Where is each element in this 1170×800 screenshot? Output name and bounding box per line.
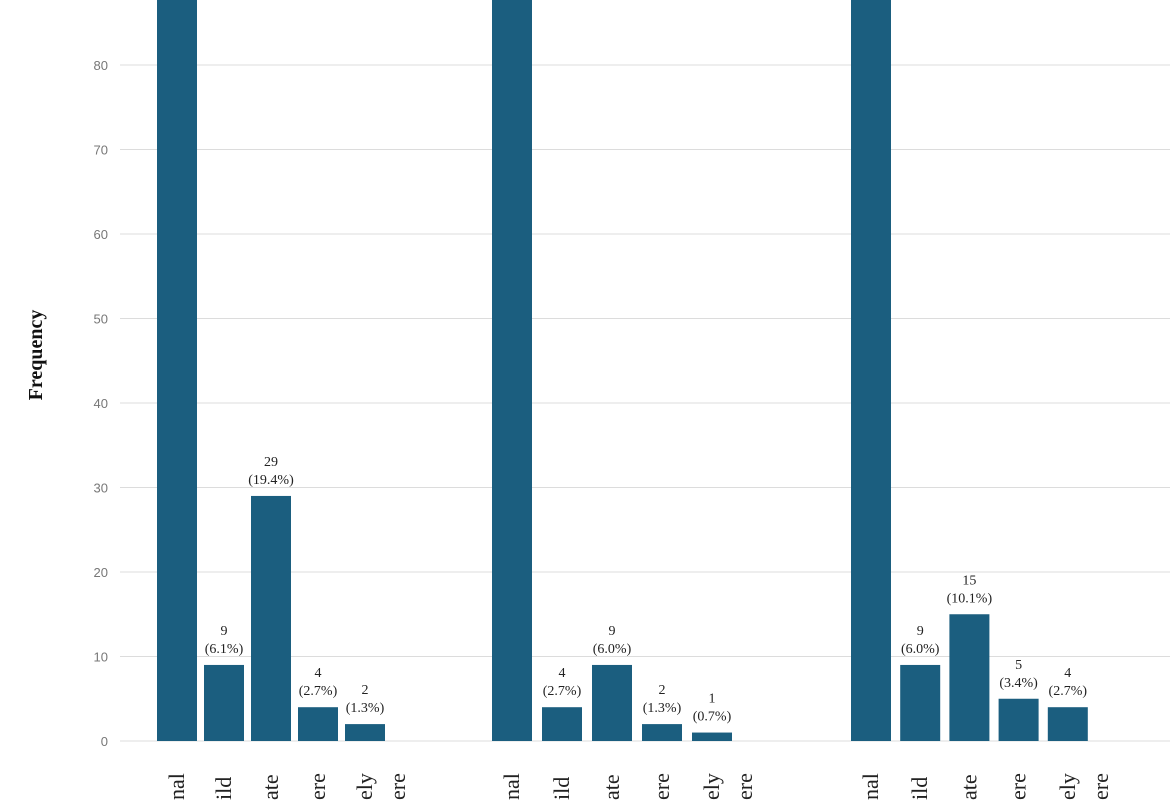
category-label: ere bbox=[732, 773, 757, 800]
data-label-percent: (2.7%) bbox=[1049, 684, 1088, 699]
category-label: ate bbox=[599, 774, 624, 800]
y-tick-label: 50 bbox=[94, 312, 108, 327]
bar bbox=[592, 664, 632, 741]
category-label: ely bbox=[699, 773, 724, 800]
data-label-count: 5 bbox=[1015, 658, 1022, 673]
data-label-count: 9 bbox=[609, 624, 616, 639]
category-label: nal bbox=[858, 773, 883, 800]
bar bbox=[851, 0, 891, 742]
category-label: ere bbox=[1006, 773, 1031, 800]
bar bbox=[345, 724, 385, 741]
bar bbox=[642, 724, 682, 741]
category-label: nal bbox=[164, 773, 189, 800]
y-tick-label: 60 bbox=[94, 227, 108, 242]
y-tick-label: 80 bbox=[94, 58, 108, 73]
data-label-count: 4 bbox=[559, 666, 566, 681]
bars: 105(70.5%)9(6.1%)29(19.4%)4(2.7%)2(1.3%)… bbox=[157, 0, 1088, 742]
category-label: ere bbox=[1088, 773, 1113, 800]
data-label-percent: (19.4%) bbox=[248, 473, 294, 488]
y-tick-label: 40 bbox=[94, 396, 108, 411]
gridlines bbox=[120, 64, 1170, 742]
y-tick-label: 70 bbox=[94, 143, 108, 158]
data-label-count: 4 bbox=[1064, 666, 1071, 681]
data-label-percent: (2.7%) bbox=[543, 684, 582, 699]
data-label-percent: (3.4%) bbox=[999, 676, 1038, 691]
bar bbox=[204, 664, 244, 741]
bar bbox=[157, 0, 197, 741]
category-labels: nal ild ate ere ely ere nal ild ate ere ely ere nal i… bbox=[164, 773, 1113, 800]
bar bbox=[900, 664, 941, 741]
data-label-count: 2 bbox=[362, 683, 369, 698]
data-label-percent: (0.7%) bbox=[693, 710, 732, 725]
bar bbox=[692, 732, 732, 741]
data-label-count: 2 bbox=[659, 683, 666, 698]
bar bbox=[542, 707, 582, 741]
bar bbox=[1047, 707, 1088, 741]
category-label: ate bbox=[258, 774, 283, 800]
category-label: ere bbox=[305, 773, 330, 800]
category-label: ely bbox=[1055, 773, 1080, 800]
bar bbox=[251, 495, 291, 741]
category-label: ere bbox=[649, 773, 674, 800]
data-label-percent: (6.1%) bbox=[205, 642, 244, 657]
y-axis-label: Frequency bbox=[25, 310, 47, 401]
data-label-count: 4 bbox=[315, 666, 322, 681]
category-label: ely bbox=[352, 773, 377, 800]
data-label-count: 29 bbox=[264, 455, 278, 470]
category-label: ild bbox=[907, 777, 932, 800]
data-label-count: 9 bbox=[221, 624, 228, 639]
data-label-count: 15 bbox=[962, 573, 976, 588]
y-tick-label: 20 bbox=[94, 565, 108, 580]
category-label: ate bbox=[956, 774, 981, 800]
category-label: ere bbox=[385, 773, 410, 800]
data-label-percent: (1.3%) bbox=[643, 701, 682, 716]
data-label-percent: (1.3%) bbox=[346, 701, 385, 716]
category-label: ild bbox=[549, 777, 574, 800]
data-label-percent: (10.1%) bbox=[947, 591, 993, 606]
data-label-percent: (6.0%) bbox=[593, 642, 632, 657]
bar bbox=[998, 698, 1039, 741]
bar bbox=[949, 614, 990, 741]
y-axis-ticks: 0 10 20 30 40 50 60 70 80 bbox=[94, 58, 108, 749]
data-label-percent: (2.7%) bbox=[299, 684, 338, 699]
data-label-count: 9 bbox=[917, 624, 924, 639]
category-label: ild bbox=[211, 777, 236, 800]
bar bbox=[492, 0, 532, 741]
y-tick-label: 10 bbox=[94, 650, 108, 665]
data-label-percent: (6.0%) bbox=[901, 642, 940, 657]
y-tick-label: 30 bbox=[94, 481, 108, 496]
data-label-count: 1 bbox=[709, 692, 716, 707]
bar bbox=[298, 707, 338, 741]
y-tick-label: 0 bbox=[101, 734, 108, 749]
category-label: nal bbox=[499, 773, 524, 800]
